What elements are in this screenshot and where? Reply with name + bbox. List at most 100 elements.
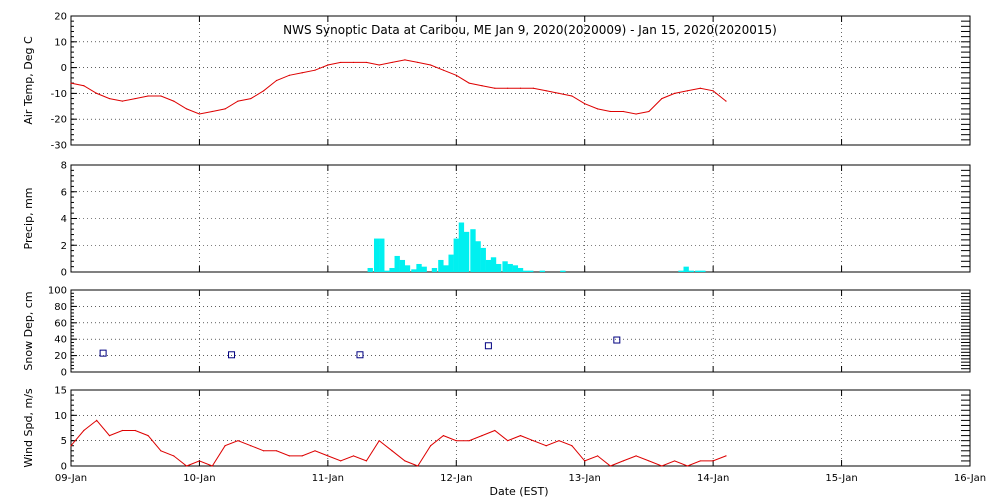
data-point [108, 435, 111, 437]
data-point [468, 82, 470, 84]
data-point [147, 95, 149, 97]
data-point [699, 87, 701, 89]
data-point [96, 92, 98, 94]
data-point [327, 64, 329, 66]
data-point [250, 445, 252, 447]
y-tick-label: 60 [54, 318, 67, 329]
data-point [712, 90, 714, 92]
data-point [519, 435, 522, 437]
y-tick-label: -10 [51, 89, 67, 100]
data-point [468, 440, 470, 442]
data-point [198, 460, 201, 462]
precip-bar [431, 267, 438, 272]
data-point [430, 64, 432, 66]
y-axis-title: Air Temp, Deg C [22, 36, 35, 125]
precip-bar [384, 270, 390, 272]
y-tick-label: 0 [61, 268, 67, 279]
data-point [224, 108, 226, 110]
plot-frame [70, 289, 971, 373]
data-point [340, 460, 342, 462]
plot-frame [70, 389, 971, 467]
precip-bar [416, 263, 422, 272]
data-point [224, 445, 226, 447]
data-point [263, 450, 265, 452]
data-point [121, 429, 123, 432]
data-point [237, 100, 239, 102]
data-point [352, 61, 355, 64]
data-point [417, 61, 419, 64]
y-tick-label: 15 [54, 386, 67, 397]
data-point [288, 74, 290, 76]
x-tick-label: 09-Jan [55, 473, 87, 484]
x-tick-label: 10-Jan [183, 473, 215, 484]
data-point [674, 460, 676, 462]
air-temp-panel: -30 -20 -10 0 10 20 Air Temp, Deg C [22, 12, 971, 152]
data-point [558, 440, 560, 442]
precip-bar [470, 229, 476, 272]
data-point [378, 440, 380, 442]
data-point [173, 100, 175, 102]
data-point [160, 95, 162, 97]
y-tick-label: 5 [61, 436, 67, 447]
data-point [609, 110, 612, 113]
x-tick-label: 12-Jan [440, 473, 472, 484]
data-point [635, 455, 637, 457]
data-point [237, 440, 239, 442]
data-point [365, 460, 367, 462]
data-point [288, 455, 290, 457]
precip-bar [475, 241, 481, 272]
precip-panel: 0 2 4 6 8 Precip, mm [22, 161, 971, 279]
y-tick-label: 6 [61, 187, 67, 198]
data-point [340, 61, 342, 64]
data-point [571, 95, 573, 97]
data-point [596, 455, 599, 457]
data-point [211, 110, 213, 113]
x-tick-label: 15-Jan [825, 473, 857, 484]
data-point [699, 460, 701, 462]
series-line [70, 59, 727, 115]
x-tick-label: 13-Jan [569, 473, 601, 484]
x-tick-label: 16-Jan [954, 473, 986, 484]
x-axis-title: Date (EST) [489, 485, 548, 498]
data-point [648, 110, 650, 113]
data-point [545, 90, 547, 92]
precip-bar [528, 270, 534, 272]
data-point [275, 79, 278, 82]
data-point [417, 465, 419, 467]
data-point [430, 445, 432, 447]
chart-panels: -30 -20 -10 0 10 20 Air Temp, Deg C 0 2 4 6 8 Precip… [22, 12, 986, 485]
y-tick-label: 10 [54, 411, 67, 422]
data-point [301, 72, 303, 74]
y-tick-label: 8 [61, 161, 67, 172]
precip-bar [404, 265, 411, 272]
data-point [96, 419, 98, 421]
data-point [275, 450, 278, 452]
precip-bar [399, 259, 406, 272]
data-point [532, 87, 534, 89]
data-point [596, 108, 599, 110]
data-point [301, 455, 303, 457]
data-point [494, 429, 496, 432]
data-point [622, 110, 624, 113]
data-point [70, 445, 72, 447]
data-point [674, 92, 676, 94]
snow-depth-panel: 0 20 40 60 80 100 Snow Dep, cm [22, 286, 971, 379]
data-point [121, 100, 123, 102]
precip-bar [683, 266, 689, 272]
data-point [263, 90, 265, 92]
y-tick-label: 10 [54, 37, 67, 48]
precip-bar [394, 255, 400, 272]
y-tick-label: 0 [61, 63, 67, 74]
data-point [584, 103, 586, 105]
y-tick-label: 100 [48, 286, 67, 297]
data-point [404, 460, 406, 462]
precip-bar [695, 270, 701, 272]
data-point [327, 455, 329, 457]
precip-bar [458, 222, 465, 272]
data-point [442, 69, 445, 71]
y-axis-title: Snow Dep, cm [22, 291, 35, 370]
data-point [622, 460, 624, 462]
y-tick-label: 40 [54, 335, 67, 346]
plot-frame [70, 15, 971, 146]
data-point [507, 87, 509, 89]
